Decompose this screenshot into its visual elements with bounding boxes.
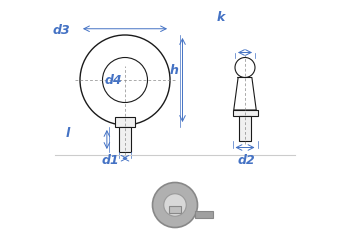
Bar <box>195 211 212 218</box>
Text: d3: d3 <box>52 24 70 36</box>
Bar <box>239 116 251 141</box>
Circle shape <box>164 194 186 216</box>
Text: d2: d2 <box>237 154 255 166</box>
Text: k: k <box>217 11 225 24</box>
Text: d4: d4 <box>105 74 122 86</box>
Bar <box>115 117 135 127</box>
Text: h: h <box>169 64 178 76</box>
Bar <box>232 110 258 116</box>
Circle shape <box>153 182 197 228</box>
Text: l: l <box>65 127 70 140</box>
Bar <box>169 206 181 212</box>
Text: d1: d1 <box>101 154 119 166</box>
Bar <box>119 127 131 152</box>
